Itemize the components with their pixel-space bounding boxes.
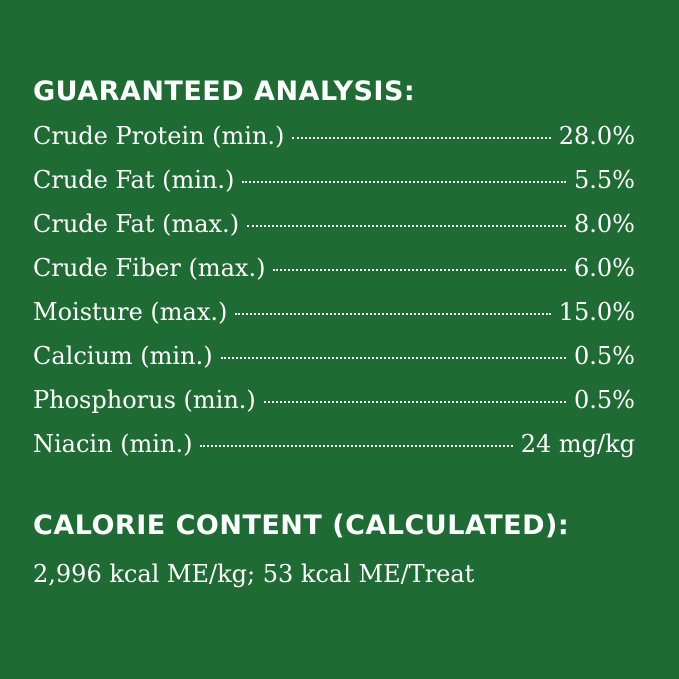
analysis-label: Moisture (max.)	[33, 298, 228, 326]
analysis-value: 0.5%	[574, 386, 635, 414]
analysis-value: 28.0%	[558, 122, 635, 150]
analysis-value: 6.0%	[574, 254, 635, 282]
analysis-row: Phosphorus (min.) 0.5%	[33, 386, 635, 414]
analysis-value: 8.0%	[574, 210, 635, 238]
dot-leader	[292, 137, 551, 139]
dot-leader	[247, 225, 567, 227]
analysis-label: Crude Fat (max.)	[33, 210, 240, 238]
analysis-label: Crude Fat (min.)	[33, 166, 235, 194]
dot-leader	[235, 313, 551, 315]
analysis-row: Crude Fiber (max.) 6.0%	[33, 254, 635, 282]
analysis-row: Niacin (min.) 24 mg/kg	[33, 430, 635, 458]
analysis-label: Calcium (min.)	[33, 342, 213, 370]
dot-leader	[200, 445, 513, 447]
calorie-content-text: 2,996 kcal ME/kg; 53 kcal ME/Treat	[33, 560, 475, 588]
analysis-label: Crude Protein (min.)	[33, 122, 285, 150]
calorie-content-title: CALORIE CONTENT (CALCULATED):	[33, 510, 570, 541]
dot-leader	[263, 401, 567, 403]
analysis-row: Calcium (min.) 0.5%	[33, 342, 635, 370]
analysis-label: Niacin (min.)	[33, 430, 193, 458]
analysis-label: Crude Fiber (max.)	[33, 254, 266, 282]
analysis-label: Phosphorus (min.)	[33, 386, 256, 414]
analysis-row: Crude Fat (max.) 8.0%	[33, 210, 635, 238]
dot-leader	[242, 181, 567, 183]
analysis-value: 24 mg/kg	[520, 430, 635, 458]
guaranteed-analysis-title: GUARANTEED ANALYSIS:	[33, 76, 416, 107]
dot-leader	[273, 269, 567, 271]
analysis-value: 15.0%	[558, 298, 635, 326]
analysis-value: 0.5%	[574, 342, 635, 370]
analysis-value: 5.5%	[574, 166, 635, 194]
analysis-row: Crude Fat (min.) 5.5%	[33, 166, 635, 194]
dot-leader	[220, 357, 567, 359]
analysis-row: Moisture (max.) 15.0%	[33, 298, 635, 326]
analysis-row: Crude Protein (min.) 28.0%	[33, 122, 635, 150]
